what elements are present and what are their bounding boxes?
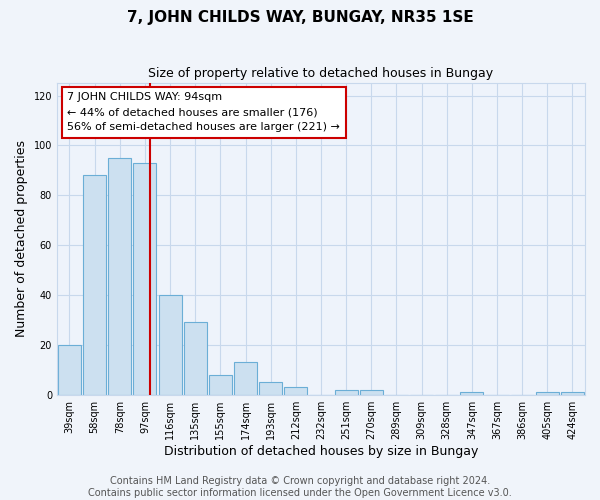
Bar <box>83 176 106 394</box>
Bar <box>58 345 81 395</box>
Text: Contains HM Land Registry data © Crown copyright and database right 2024.
Contai: Contains HM Land Registry data © Crown c… <box>88 476 512 498</box>
Title: Size of property relative to detached houses in Bungay: Size of property relative to detached ho… <box>148 68 494 80</box>
Bar <box>284 387 307 394</box>
Bar <box>259 382 282 394</box>
Bar <box>561 392 584 394</box>
Bar <box>359 390 383 394</box>
Bar <box>133 163 157 394</box>
Bar <box>184 322 207 394</box>
Bar <box>460 392 484 394</box>
Bar <box>158 295 182 394</box>
Y-axis label: Number of detached properties: Number of detached properties <box>15 140 28 338</box>
Text: 7, JOHN CHILDS WAY, BUNGAY, NR35 1SE: 7, JOHN CHILDS WAY, BUNGAY, NR35 1SE <box>127 10 473 25</box>
Text: 7 JOHN CHILDS WAY: 94sqm
← 44% of detached houses are smaller (176)
56% of semi-: 7 JOHN CHILDS WAY: 94sqm ← 44% of detach… <box>67 92 340 132</box>
Bar <box>209 375 232 394</box>
Bar <box>234 362 257 394</box>
Bar <box>108 158 131 394</box>
Bar <box>536 392 559 394</box>
X-axis label: Distribution of detached houses by size in Bungay: Distribution of detached houses by size … <box>164 444 478 458</box>
Bar <box>335 390 358 394</box>
